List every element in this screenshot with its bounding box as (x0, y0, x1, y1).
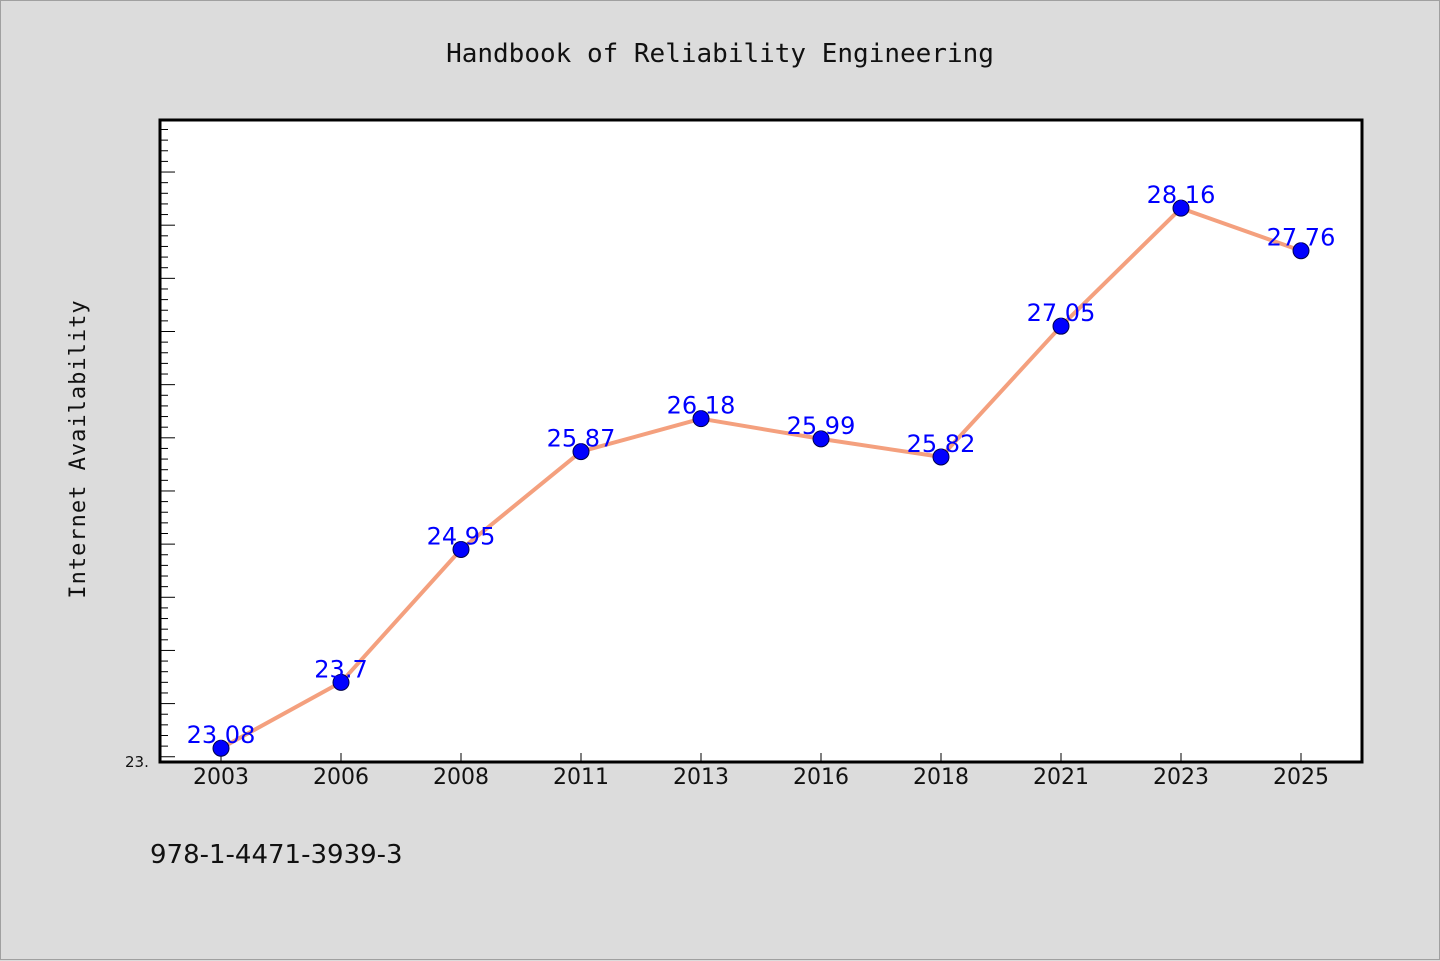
x-tick-label: 2003 (193, 765, 249, 790)
chart-title: Handbook of Reliability Engineering (446, 39, 994, 69)
data-point (1052, 317, 1070, 335)
x-tick-label: 2021 (1033, 765, 1089, 790)
data-label: 25.82 (907, 430, 976, 458)
data-markers (212, 199, 1310, 757)
y-tick-label: 23. (125, 753, 149, 771)
data-label: 25.87 (547, 425, 616, 453)
x-tick-label: 2011 (553, 765, 609, 790)
data-point (1172, 199, 1190, 217)
data-point (692, 410, 710, 428)
data-label: 25.99 (787, 412, 856, 440)
y-axis-label: Internet Availability (66, 299, 91, 598)
data-point (812, 430, 830, 448)
series-line (219, 206, 1303, 751)
x-tick-label: 2016 (793, 765, 849, 790)
data-point (932, 448, 950, 466)
footer-isbn: 978-1-4471-3939-3 (150, 840, 403, 870)
data-point (332, 673, 350, 691)
data-label: 27.76 (1267, 224, 1336, 252)
data-label: 23.08 (187, 721, 256, 749)
x-tick-label: 2025 (1273, 765, 1329, 790)
x-tick-label: 2023 (1153, 765, 1209, 790)
data-label: 26.18 (667, 392, 736, 420)
data-point (212, 739, 230, 757)
x-tick-label: 2013 (673, 765, 729, 790)
data-point (1292, 242, 1310, 260)
plot-frame (158, 118, 1364, 764)
data-label: 24.95 (427, 522, 496, 550)
data-point (452, 540, 470, 558)
data-label: 28.16 (1147, 181, 1216, 209)
x-tick-label: 2008 (433, 765, 489, 790)
data-label: 23.7 (314, 655, 367, 683)
y-axis-ticks (161, 129, 175, 758)
data-labels: 23.08 23.7 24.95 25.87 26.18 25.99 25.82 27.05 2… (187, 181, 1336, 749)
data-label: 27.05 (1027, 299, 1096, 327)
x-axis-ticks: 2003 2006 2008 2011 2013 2016 2018 2021 2023 2025 (193, 753, 1329, 790)
x-tick-label: 2018 (913, 765, 969, 790)
x-tick-label: 2006 (313, 765, 369, 790)
data-point (572, 443, 590, 461)
